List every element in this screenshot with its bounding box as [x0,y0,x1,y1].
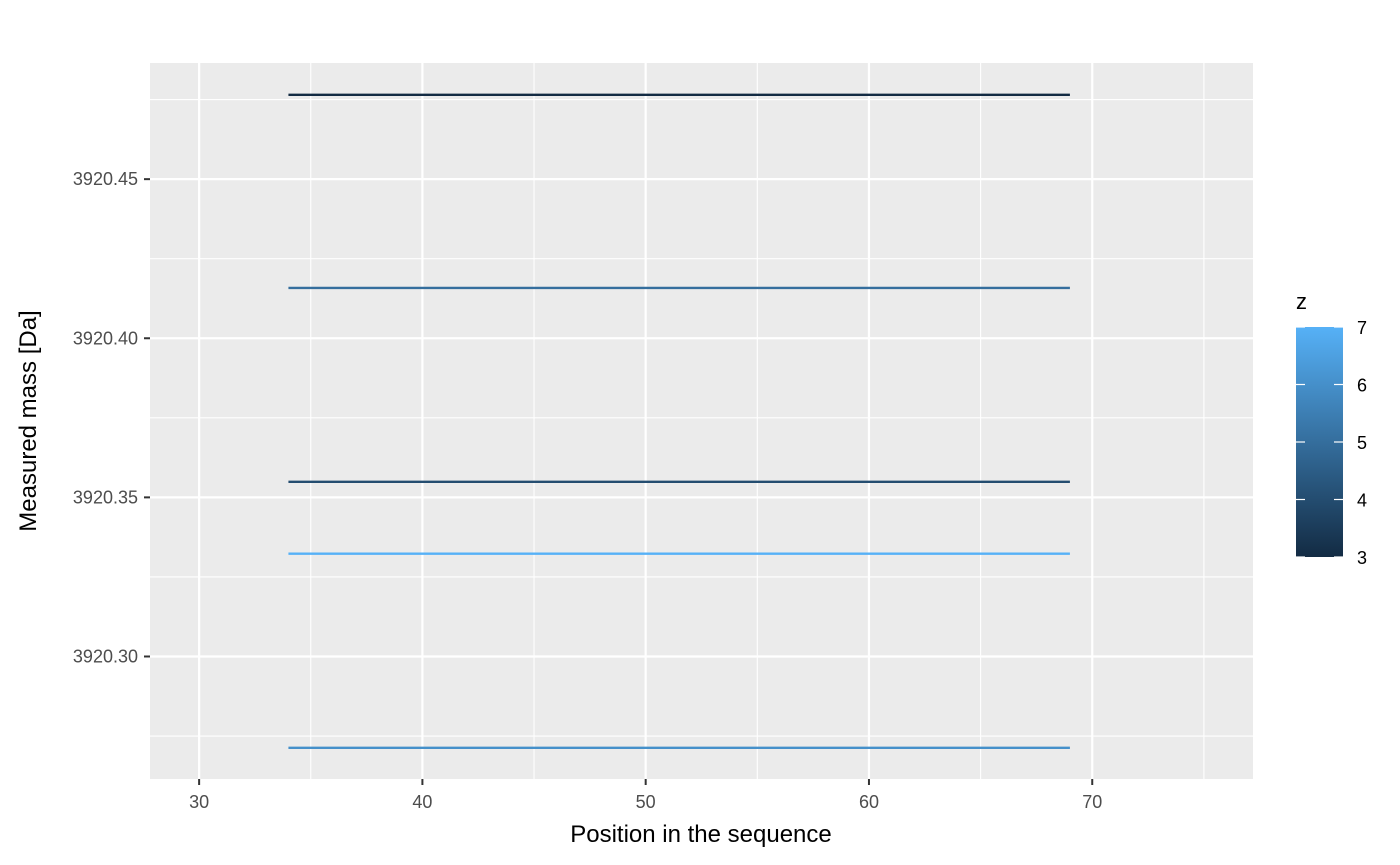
series-lines [288,93,1070,750]
y-axis-title: Measured mass [Da] [15,310,42,531]
x-tick-label: 50 [636,792,656,812]
y-tick-label: 3920.35 [73,487,138,507]
y-tick-label: 3920.30 [73,646,138,666]
x-tick-label: 60 [859,792,879,812]
grid-minor [150,63,1253,779]
x-axis-title: Position in the sequence [570,821,832,848]
legend-title: z [1296,289,1307,314]
colorbar-label: 3 [1357,548,1367,568]
legend: z 3 4 5 6 7 [1296,289,1367,568]
colorbar-label: 5 [1357,433,1367,453]
colorbar-label: 6 [1357,376,1367,396]
plot-panel [150,63,1253,779]
colorbar-label: 7 [1357,318,1367,338]
legend-ticks: 3 4 5 6 7 [1296,318,1367,568]
colorbar-label: 4 [1357,491,1367,511]
x-tick-label: 40 [412,792,432,812]
grid-major [150,63,1253,779]
x-tick-label: 70 [1082,792,1102,812]
y-axis: 3920.30 3920.35 3920.40 3920.45 [73,169,150,666]
y-tick-label: 3920.40 [73,328,138,348]
y-tick-label: 3920.45 [73,169,138,189]
x-axis: 30 40 50 60 70 [189,779,1102,812]
x-tick-label: 30 [189,792,209,812]
